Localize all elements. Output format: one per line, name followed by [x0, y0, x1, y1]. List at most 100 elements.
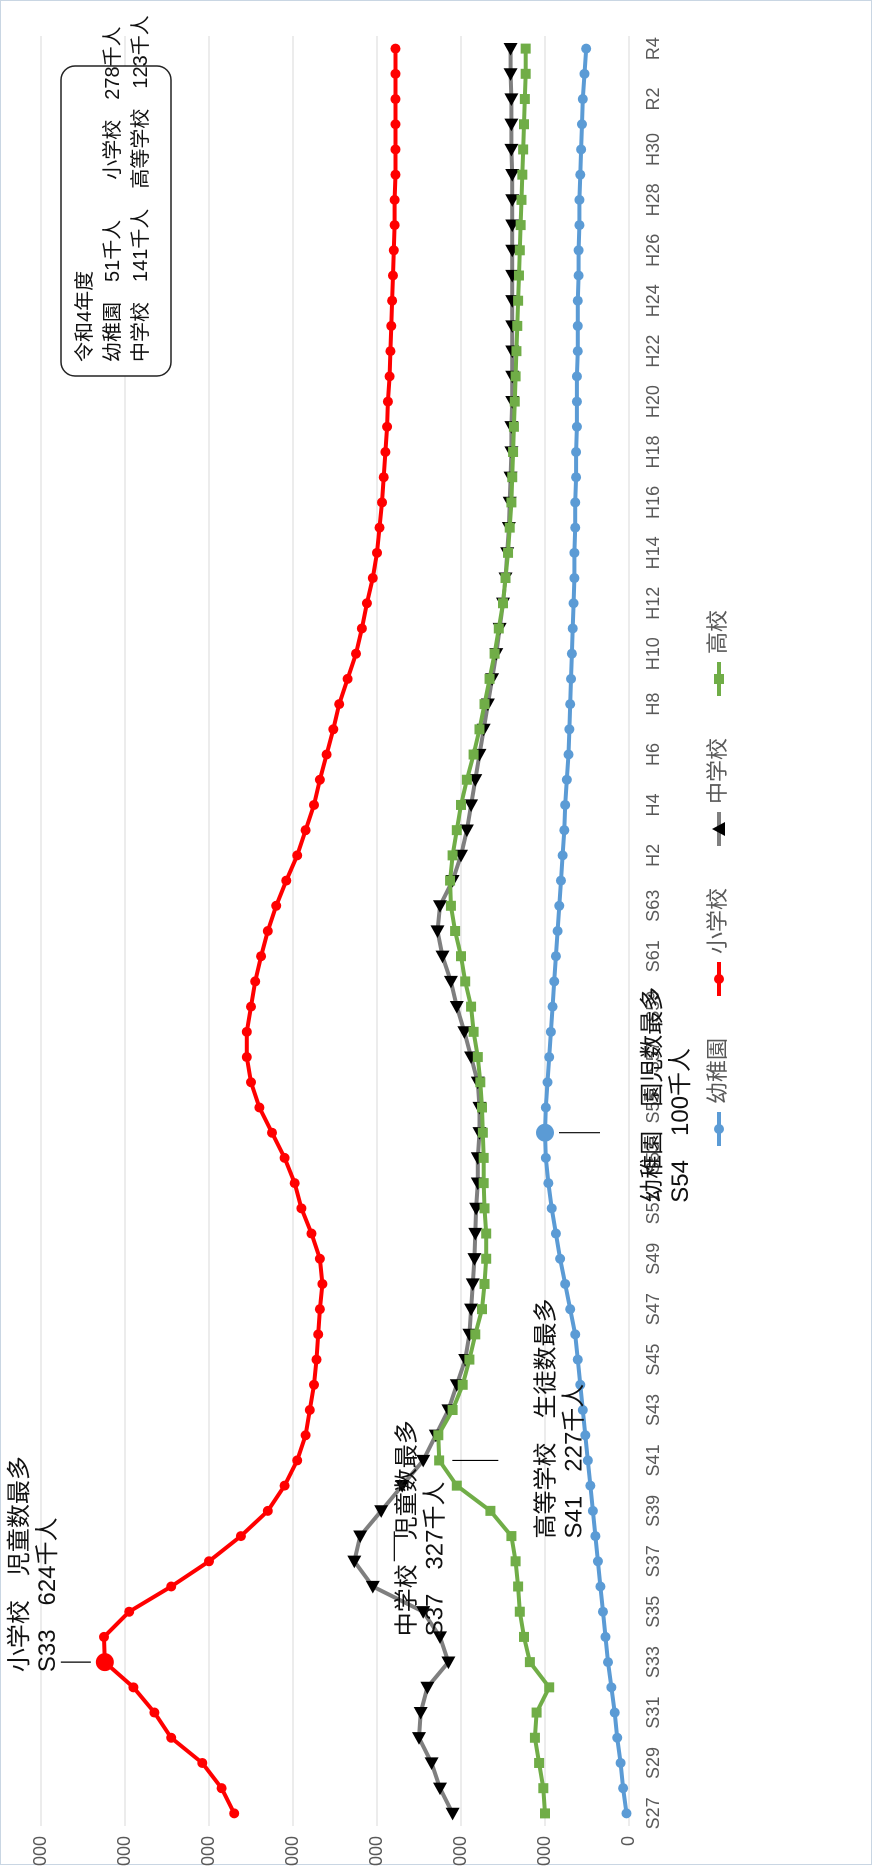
- data-point: [561, 774, 572, 785]
- data-point: [571, 421, 582, 432]
- x-tick-label: S57: [643, 1041, 663, 1073]
- data-point: [241, 1026, 252, 1037]
- data-point: [464, 1354, 475, 1365]
- data-point: [390, 169, 401, 180]
- y-tick-label: 400,000: [282, 1836, 302, 1866]
- annotation-elem: 小学校 児童数最多 S33 624千人: [6, 1456, 91, 1672]
- data-point: [441, 1656, 456, 1670]
- data-point: [342, 673, 353, 684]
- data-point: [390, 144, 401, 155]
- data-point: [511, 346, 522, 357]
- data-point: [514, 1606, 525, 1617]
- x-tick-label: H12: [643, 587, 663, 620]
- data-point: [592, 1556, 603, 1567]
- data-point: [314, 1253, 325, 1264]
- data-point: [378, 472, 389, 483]
- data-point: [554, 900, 565, 911]
- data-point: [552, 926, 563, 936]
- data-point: [385, 346, 396, 357]
- data-point: [445, 900, 456, 911]
- x-tick-label: S59: [643, 991, 663, 1023]
- data-point: [457, 1379, 468, 1390]
- legend-marker: [714, 974, 724, 984]
- data-point: [479, 1278, 490, 1289]
- data-point: [279, 1480, 290, 1491]
- data-point: [353, 1530, 368, 1544]
- data-point: [517, 169, 528, 180]
- data-point: [388, 245, 399, 256]
- data-point: [389, 194, 400, 205]
- data-point: [424, 1757, 439, 1770]
- data-point: [515, 220, 526, 231]
- data-point: [513, 295, 524, 306]
- x-tick-label: S33: [643, 1646, 663, 1678]
- data-point: [413, 1706, 428, 1720]
- y-tick-label: 300,000: [366, 1836, 386, 1866]
- data-point: [241, 1052, 252, 1063]
- x-tick-label: H18: [643, 435, 663, 468]
- data-point: [508, 421, 519, 432]
- y-tick-label: 700,000: [30, 1836, 50, 1866]
- data-point: [572, 320, 583, 331]
- data-point: [572, 1354, 583, 1365]
- data-point: [309, 799, 319, 810]
- data-point: [447, 850, 458, 861]
- data-point: [570, 522, 581, 533]
- data-point: [390, 43, 401, 54]
- data-point: [166, 1732, 177, 1743]
- x-tick-label: S53: [643, 1142, 663, 1174]
- data-point: [377, 497, 388, 508]
- data-point: [506, 497, 517, 508]
- data-point: [571, 446, 582, 457]
- data-point: [479, 1203, 490, 1214]
- data-point: [568, 598, 579, 609]
- data-point: [459, 824, 474, 838]
- data-point: [451, 1480, 462, 1491]
- x-tick-label: S45: [643, 1344, 663, 1376]
- x-tick-label: H28: [643, 183, 663, 216]
- data-point: [382, 421, 393, 432]
- data-point: [254, 1102, 265, 1113]
- data-point: [197, 1757, 208, 1768]
- data-point: [365, 1580, 380, 1594]
- data-point: [246, 1001, 256, 1012]
- data-point: [504, 118, 519, 132]
- data-point: [513, 270, 524, 281]
- x-tick-label: R2: [643, 88, 663, 111]
- y-tick-label: 600,000: [114, 1836, 134, 1866]
- data-point: [580, 1430, 591, 1441]
- data-point: [570, 497, 581, 508]
- peak-marker: [536, 1123, 554, 1142]
- data-point: [456, 799, 466, 810]
- data-point: [477, 1304, 487, 1315]
- data-point: [328, 724, 339, 735]
- data-point: [559, 825, 570, 836]
- data-point: [506, 1531, 517, 1542]
- x-tick-label: H6: [643, 743, 663, 766]
- x-tick-label: H20: [643, 385, 663, 418]
- data-point: [479, 699, 490, 710]
- data-point: [372, 547, 382, 558]
- annotation-jhs: 中学校 児童数最多 S37 327千人: [393, 1420, 448, 1636]
- data-point: [582, 1455, 593, 1466]
- data-point: [518, 144, 529, 155]
- data-point: [311, 1354, 322, 1365]
- x-tick-label: S41: [643, 1444, 663, 1476]
- x-tick-label: S63: [643, 890, 663, 922]
- data-point: [460, 976, 471, 987]
- data-point: [367, 573, 378, 584]
- x-tick-label: H16: [643, 486, 663, 519]
- data-point: [540, 1102, 551, 1113]
- data-point: [477, 1127, 488, 1138]
- data-point: [493, 623, 504, 634]
- data-point: [478, 1178, 489, 1189]
- data-point: [416, 1454, 431, 1468]
- data-point: [529, 1732, 540, 1743]
- x-tick-label: S51: [643, 1192, 663, 1224]
- data-point: [557, 850, 568, 861]
- y-tick-label: 100,000: [534, 1836, 554, 1866]
- annotation-kg: 幼稚園 園児数最多 S54 100千人: [559, 987, 694, 1203]
- data-point: [262, 1505, 273, 1516]
- data-point: [484, 673, 495, 684]
- x-tick-label: S61: [643, 940, 663, 972]
